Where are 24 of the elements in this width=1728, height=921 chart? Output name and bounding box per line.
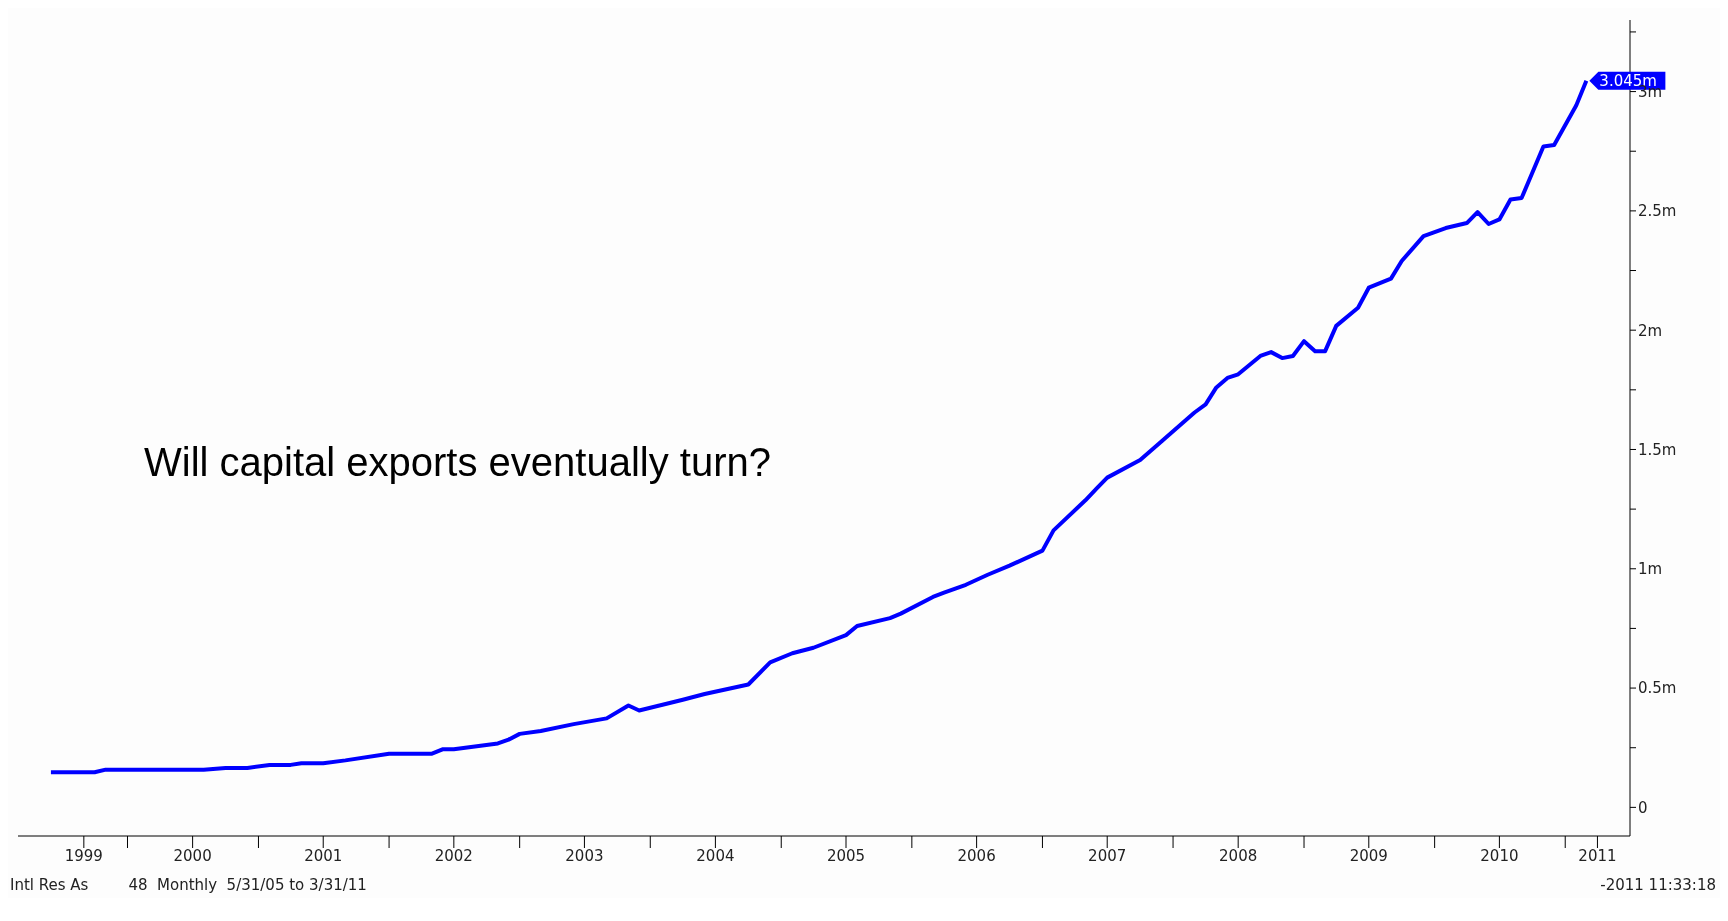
x-tick-label: 2002 <box>434 846 473 865</box>
x-tick-label: 2000 <box>173 846 212 865</box>
x-tick-label: 2010 <box>1480 846 1519 865</box>
text: Will capital exports eventually turn? <box>144 440 771 485</box>
y-tick-label: 1m <box>1638 560 1663 579</box>
x-tick-label: 2006 <box>957 846 996 865</box>
x-tick-label: 2004 <box>696 846 735 865</box>
x-tick-label: 2011 <box>1578 846 1617 865</box>
y-tick-label: 1.5m <box>1638 440 1677 459</box>
y-tick-label: 2.5m <box>1638 202 1677 221</box>
x-tick-label: 2005 <box>826 846 866 865</box>
line-series <box>48 78 1589 775</box>
x-tick-label: 1999 <box>64 846 103 865</box>
text: 48 Monthly 5/31/05 to 3/31/11 <box>128 876 367 896</box>
x-tick-label: 2003 <box>565 846 604 865</box>
x-tick-label: 2001 <box>304 846 343 865</box>
x-tick-label: 2009 <box>1349 846 1388 865</box>
text: -2011 11:33:18 <box>1600 876 1716 896</box>
y-tick-label: 0.5m <box>1638 679 1677 698</box>
text: Intl Res As <box>10 876 89 896</box>
x-tick-label: 2008 <box>1219 846 1258 865</box>
y-tick-label: 2m <box>1638 321 1663 340</box>
x-tick-label: 2007 <box>1088 846 1127 865</box>
y-tick-label: 0 <box>1638 798 1648 817</box>
